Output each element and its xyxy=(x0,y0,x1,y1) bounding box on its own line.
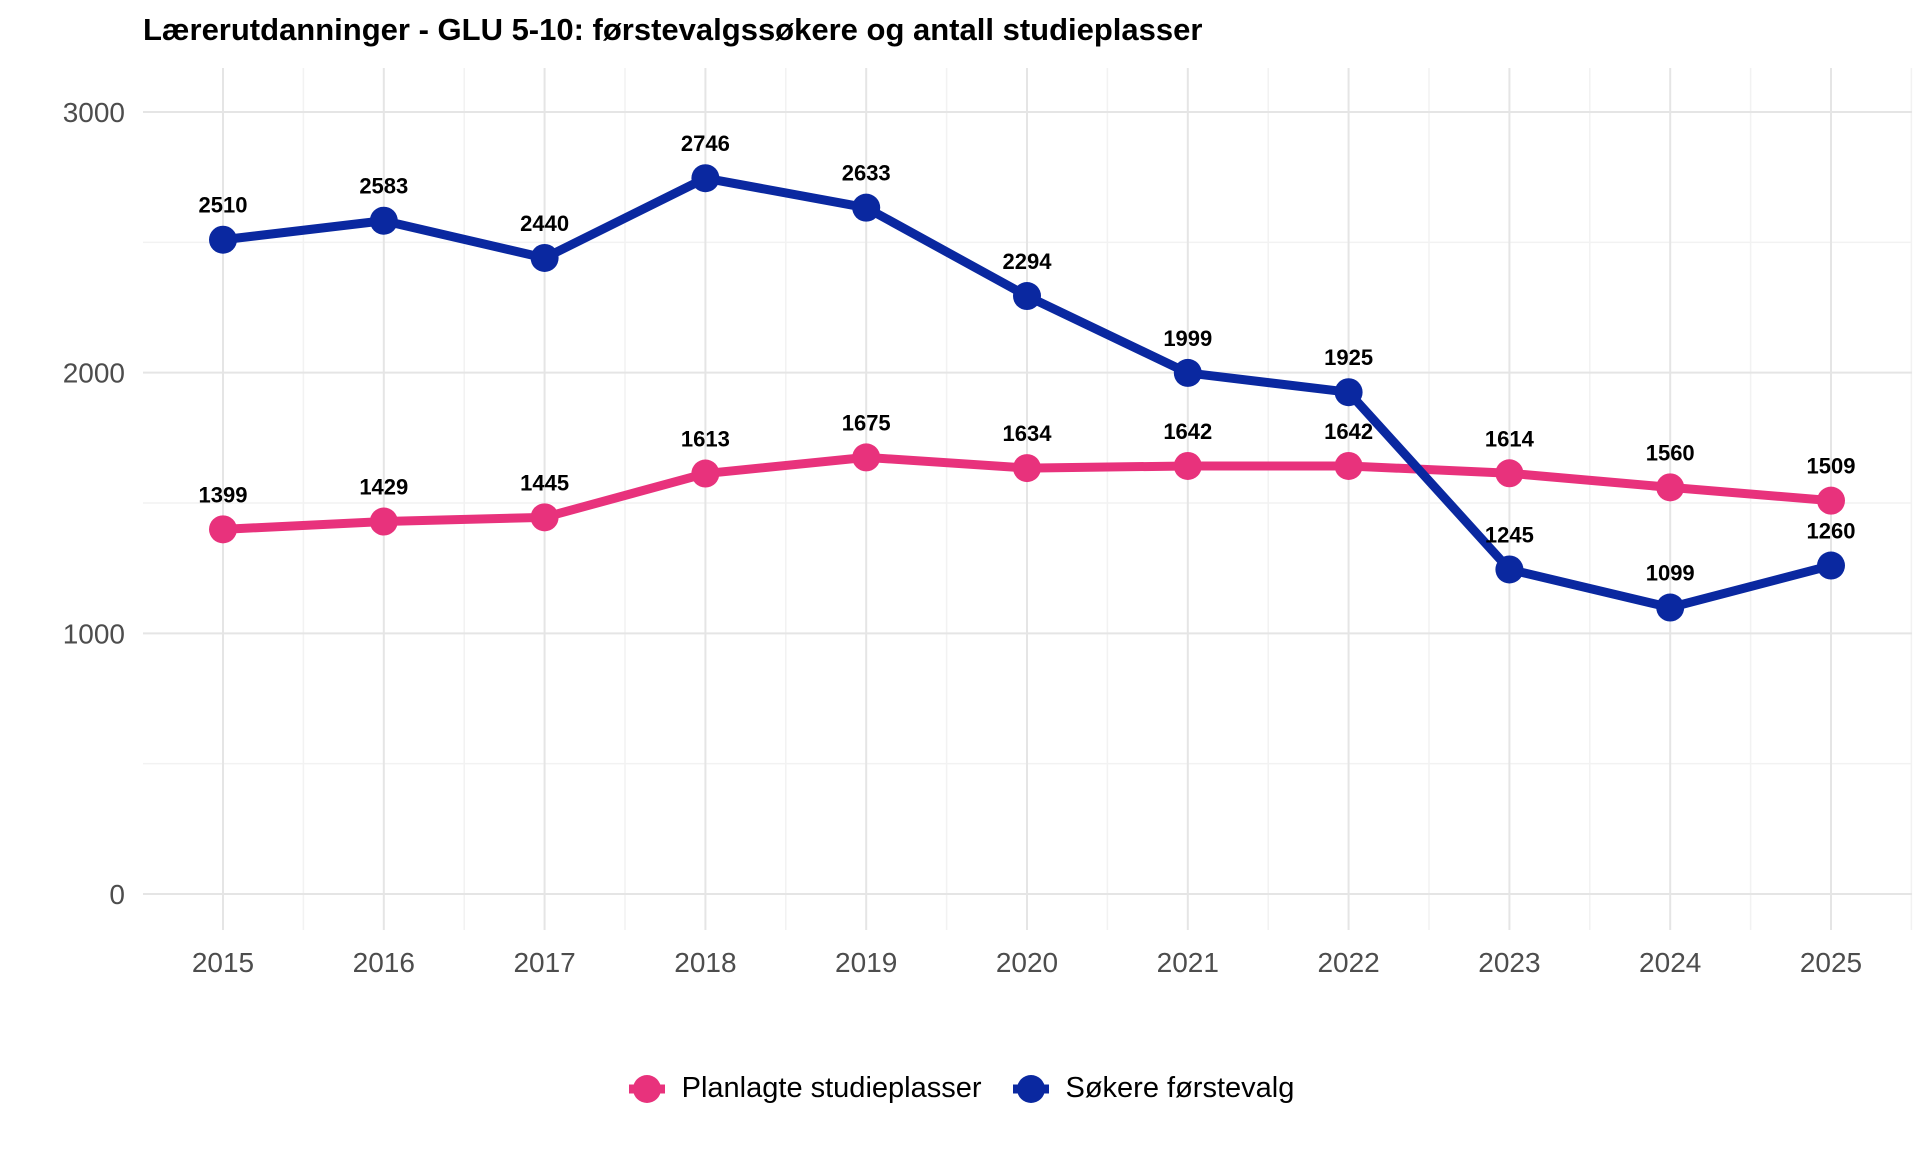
data-point-series-1 xyxy=(369,507,398,536)
data-point-series-1 xyxy=(1656,473,1685,502)
data-label-series-2: 2746 xyxy=(681,131,730,156)
x-tick-label: 2023 xyxy=(1478,947,1540,978)
data-point-series-2 xyxy=(1656,593,1685,622)
data-label-series-1: 1613 xyxy=(681,427,730,452)
data-point-series-2 xyxy=(1495,555,1524,584)
data-label-series-1: 1429 xyxy=(359,475,408,500)
x-tick-label: 2020 xyxy=(996,947,1058,978)
data-point-series-1 xyxy=(1495,459,1524,488)
legend-item-2: Søkere førstevalg xyxy=(1010,1072,1295,1105)
data-label-series-2: 1925 xyxy=(1324,345,1373,370)
x-tick-label: 2025 xyxy=(1800,947,1862,978)
data-label-series-2: 2633 xyxy=(842,161,891,186)
data-point-series-1 xyxy=(1013,454,1041,483)
data-label-series-1: 1642 xyxy=(1163,419,1212,444)
x-tick-label: 2022 xyxy=(1317,947,1379,978)
data-point-series-1 xyxy=(691,459,720,488)
chart-title: Lærerutdanninger - GLU 5-10: førstevalgs… xyxy=(143,12,1203,47)
data-point-series-1 xyxy=(852,443,881,472)
data-label-series-2: 1260 xyxy=(1807,519,1856,544)
x-tick-label: 2019 xyxy=(835,947,897,978)
data-point-series-1 xyxy=(530,503,559,532)
data-point-series-2 xyxy=(852,193,881,222)
x-tick-label: 2024 xyxy=(1639,947,1701,978)
data-point-series-2 xyxy=(691,164,720,193)
data-point-series-1 xyxy=(1173,451,1202,480)
x-tick-label: 2017 xyxy=(513,947,575,978)
x-tick-label: 2015 xyxy=(192,947,254,978)
data-point-series-2 xyxy=(209,225,237,254)
data-point-series-2 xyxy=(1013,282,1041,311)
legend-key-point xyxy=(1016,1074,1045,1103)
y-tick-label: 1000 xyxy=(63,618,125,649)
legend-label-1: Planlagte studieplasser xyxy=(681,1072,982,1104)
legend-label-2: Søkere førstevalg xyxy=(1065,1072,1295,1104)
data-label-series-2: 2510 xyxy=(199,193,248,218)
legend-key-point xyxy=(632,1074,661,1103)
y-tick-label: 0 xyxy=(109,879,125,910)
data-point-series-2 xyxy=(530,243,559,272)
data-label-series-2: 1245 xyxy=(1485,522,1534,547)
data-label-series-1: 1642 xyxy=(1324,419,1373,444)
data-point-series-2 xyxy=(1334,378,1363,407)
data-label-series-1: 1634 xyxy=(1003,421,1053,446)
data-label-series-2: 2294 xyxy=(1003,249,1053,274)
y-tick-label: 2000 xyxy=(63,358,125,389)
legend-key-1 xyxy=(628,1074,665,1103)
data-label-series-2: 2440 xyxy=(520,211,569,236)
y-tick-label: 3000 xyxy=(63,97,125,128)
data-point-series-1 xyxy=(1334,451,1363,480)
data-label-series-1: 1399 xyxy=(199,482,248,507)
x-tick-label: 2018 xyxy=(674,947,736,978)
chart-legend: Planlagte studieplasser Søkere førstevalg xyxy=(0,1072,1920,1105)
x-tick-label: 2021 xyxy=(1157,947,1219,978)
data-point-series-2 xyxy=(369,206,398,235)
x-tick-label: 2016 xyxy=(353,947,415,978)
data-point-series-1 xyxy=(1817,486,1845,515)
data-label-series-1: 1509 xyxy=(1807,454,1856,479)
data-label-series-1: 1675 xyxy=(842,410,891,435)
data-point-series-2 xyxy=(1173,358,1202,387)
data-label-series-2: 2583 xyxy=(359,174,408,199)
data-label-series-1: 1614 xyxy=(1485,426,1535,451)
data-label-series-1: 1445 xyxy=(520,470,569,495)
data-point-series-1 xyxy=(209,515,237,544)
data-point-series-2 xyxy=(1817,551,1845,580)
data-label-series-1: 1560 xyxy=(1646,440,1695,465)
legend-item-1: Planlagte studieplasser xyxy=(626,1072,982,1105)
legend-key-2 xyxy=(1012,1074,1049,1103)
data-label-series-2: 1099 xyxy=(1646,561,1695,586)
data-label-series-2: 1999 xyxy=(1163,326,1212,351)
